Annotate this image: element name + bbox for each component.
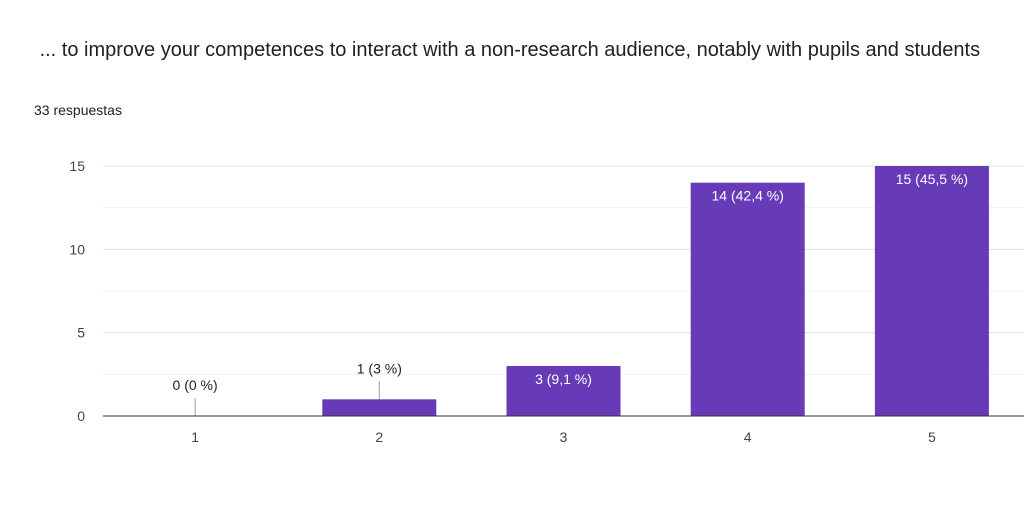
bar xyxy=(690,182,805,416)
x-tick-label: 2 xyxy=(375,429,383,445)
bar xyxy=(322,399,437,416)
data-label: 3 (9,1 %) xyxy=(535,371,592,387)
y-tick-label: 10 xyxy=(69,241,85,257)
data-label: 15 (45,5 %) xyxy=(896,171,968,187)
x-tick-label: 3 xyxy=(560,429,568,445)
response-count: 33 respuestas xyxy=(34,102,122,118)
y-tick-label: 5 xyxy=(77,325,85,341)
data-label: 1 (3 %) xyxy=(357,360,402,376)
data-label: 14 (42,4 %) xyxy=(712,188,784,204)
bar xyxy=(874,166,989,416)
question-title: ... to improve your competences to inter… xyxy=(34,39,981,61)
x-tick-label: 4 xyxy=(744,429,752,445)
x-tick-label: 5 xyxy=(928,429,936,445)
x-tick-label: 1 xyxy=(191,429,199,445)
y-tick-label: 0 xyxy=(77,408,85,424)
y-tick-label: 15 xyxy=(69,158,85,174)
data-label: 0 (0 %) xyxy=(173,377,218,393)
bar xyxy=(506,366,621,416)
